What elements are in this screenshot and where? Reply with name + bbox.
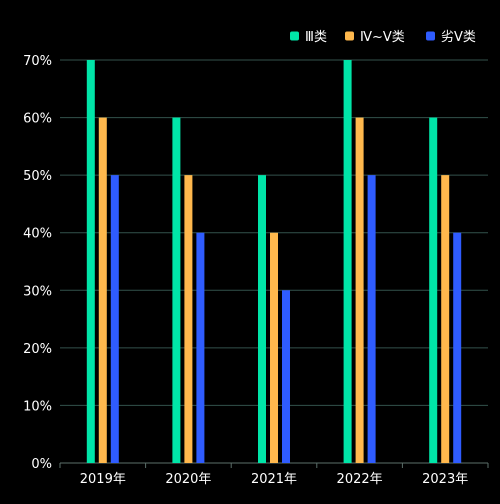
bar-2-2022年[interactable] (355, 117, 364, 464)
legend-label[interactable]: Ⅲ类 (305, 30, 327, 45)
y-tick-label: 70% (23, 54, 52, 69)
legend-label[interactable]: Ⅳ~Ⅴ类 (360, 30, 405, 45)
bar-3-2021年[interactable] (282, 290, 290, 463)
bar-2-2020年[interactable] (184, 175, 193, 463)
y-tick-label: 50% (23, 169, 52, 184)
legend-swatch-1[interactable] (290, 31, 299, 41)
x-tick-label: 2022年 (337, 472, 383, 487)
y-tick-label: 40% (23, 227, 52, 242)
legend-swatch-3[interactable] (426, 31, 435, 41)
x-tick-label: 2023年 (422, 472, 468, 487)
bar-3-2023年[interactable] (453, 232, 462, 463)
bar-3-2022年[interactable] (367, 175, 376, 463)
bar-1-2019年[interactable] (86, 60, 95, 463)
bar-2-2019年[interactable] (98, 117, 107, 464)
bar-2-2021年[interactable] (270, 232, 278, 463)
bar-1-2020年[interactable] (172, 117, 181, 464)
y-tick-label: 0% (31, 457, 52, 472)
bar-1-2022年[interactable] (343, 60, 352, 463)
legend-label[interactable]: 劣Ⅴ类 (441, 30, 476, 45)
y-tick-label: 30% (23, 284, 52, 299)
x-tick-label: 2019年 (80, 472, 126, 487)
bar-3-2020年[interactable] (196, 232, 205, 463)
x-tick-label: 2021年 (251, 472, 297, 487)
y-tick-label: 60% (23, 112, 52, 127)
bar-2-2023年[interactable] (441, 175, 450, 463)
bar-3-2019年[interactable] (110, 175, 119, 463)
x-tick-label: 2020年 (165, 472, 211, 487)
bar-1-2021年[interactable] (258, 175, 266, 463)
bar-1-2023年[interactable] (429, 117, 438, 464)
y-tick-label: 20% (23, 342, 52, 357)
legend-swatch-2[interactable] (345, 31, 354, 41)
y-tick-label: 10% (23, 399, 52, 414)
